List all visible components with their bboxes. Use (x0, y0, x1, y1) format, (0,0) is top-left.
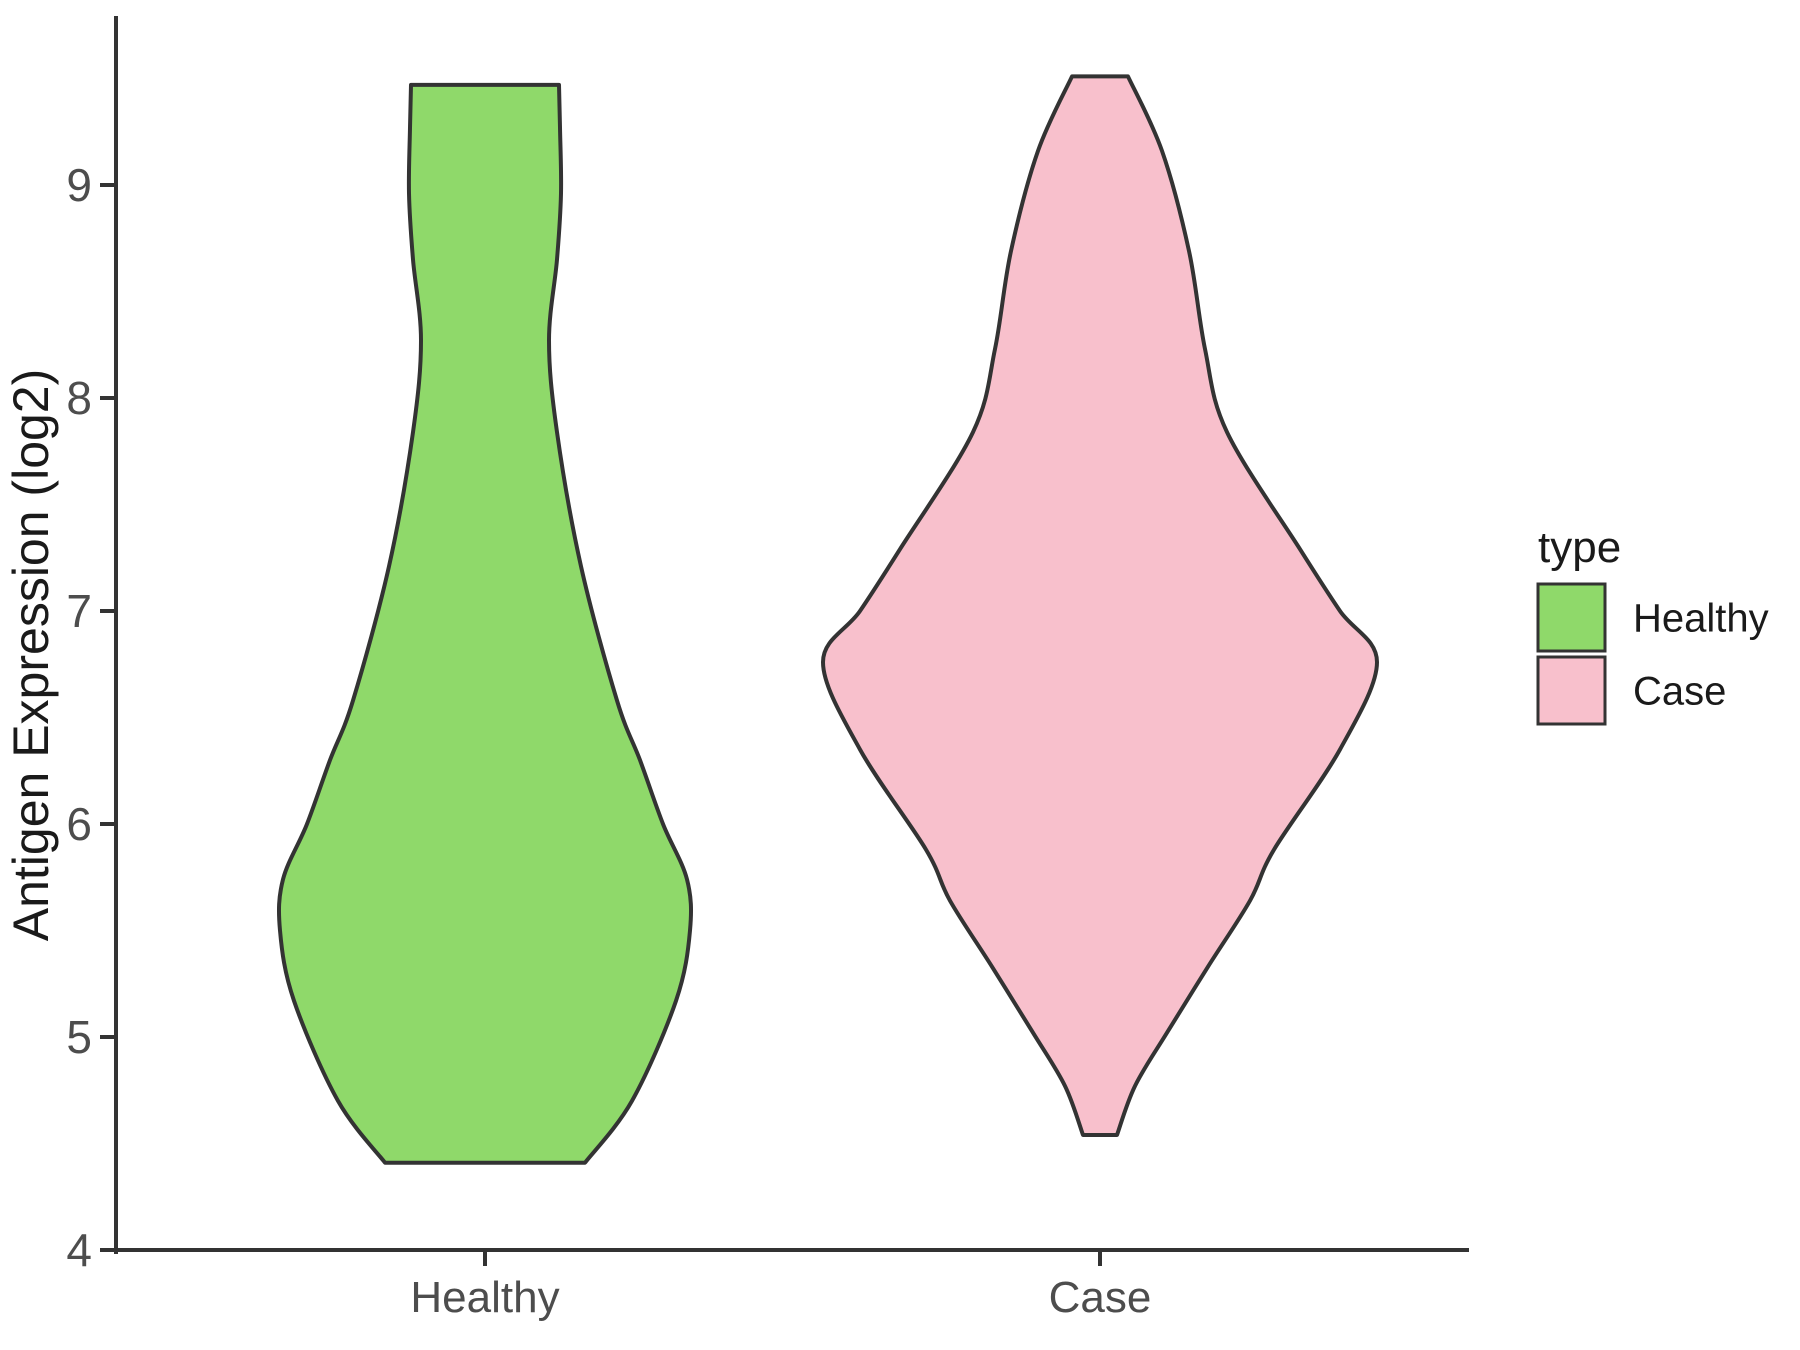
y-tick-label: 6 (66, 798, 92, 850)
x-tick-label-case: Case (1049, 1273, 1152, 1322)
y-axis-title: Antigen Expression (log2) (3, 369, 59, 942)
y-tick-label: 8 (66, 372, 92, 424)
legend-label-healthy: Healthy (1633, 597, 1769, 641)
x-axis-ticks: Healthy Case (410, 1250, 1151, 1322)
y-tick-label: 4 (66, 1224, 92, 1276)
y-tick-label: 9 (66, 159, 92, 211)
legend-key-healthy (1536, 582, 1607, 653)
violin-case (821, 74, 1379, 1137)
y-tick-label: 7 (66, 585, 92, 637)
violin-shapes (276, 74, 1379, 1165)
legend-label-case: Case (1633, 670, 1726, 714)
legend: type Healthy Case (1536, 523, 1769, 726)
y-axis-ticks: 4 5 6 7 8 9 (66, 159, 116, 1276)
legend-key-case (1536, 655, 1607, 726)
legend-title: type (1538, 523, 1621, 572)
violin-healthy (276, 82, 694, 1165)
x-tick-label-healthy: Healthy (410, 1273, 559, 1322)
y-tick-label: 5 (66, 1011, 92, 1063)
axes (112, 16, 1469, 1254)
